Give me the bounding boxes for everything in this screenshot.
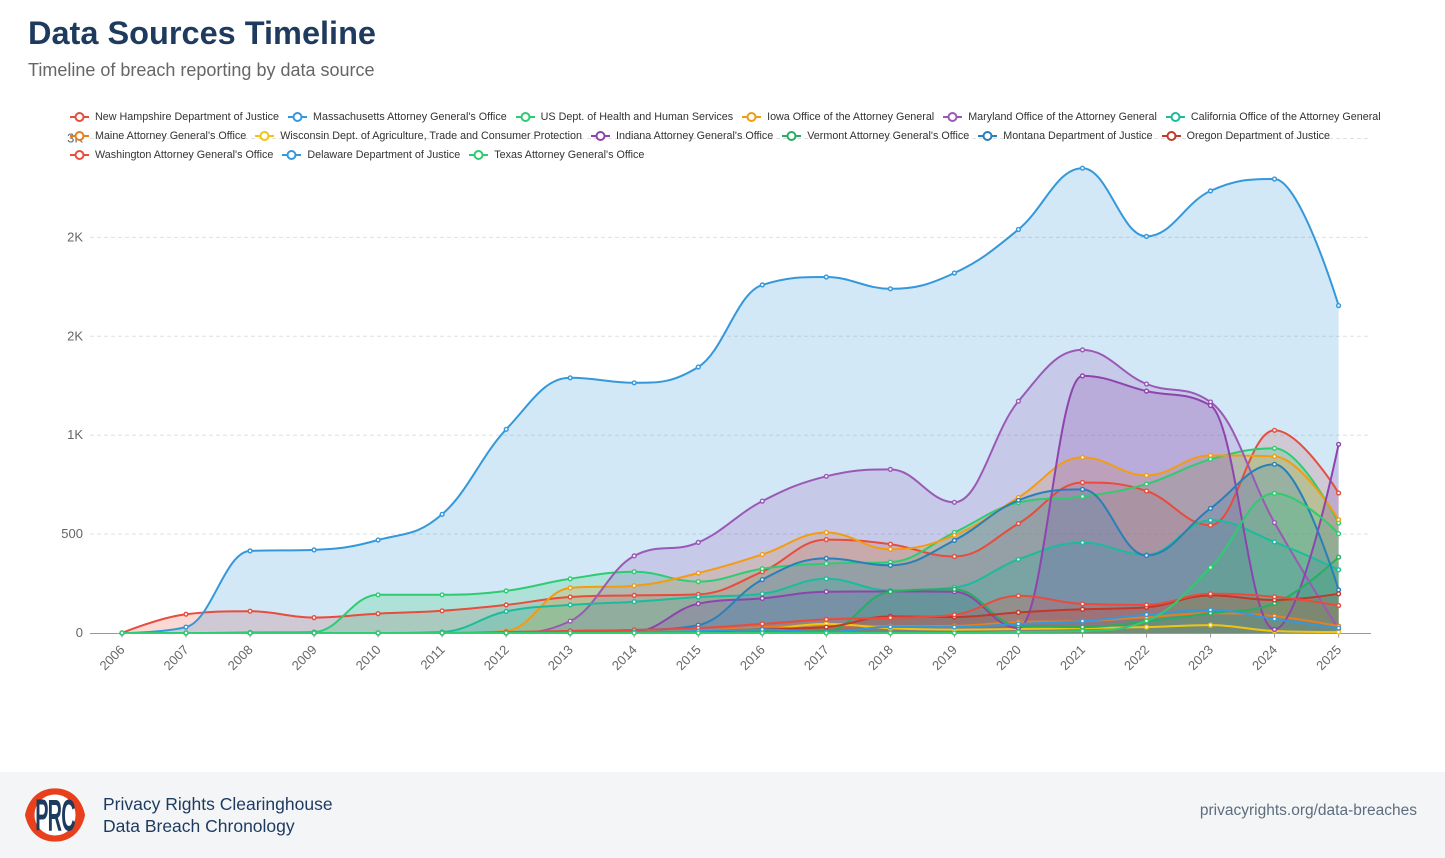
svg-text:2022: 2022 [1121,642,1152,673]
svg-text:0: 0 [76,625,83,640]
svg-text:1K: 1K [67,427,83,442]
svg-text:2007: 2007 [161,642,192,673]
svg-text:2014: 2014 [609,642,640,673]
svg-text:PRC: PRC [35,792,75,841]
svg-text:2011: 2011 [417,642,447,672]
svg-text:2019: 2019 [929,642,960,673]
svg-text:2020: 2020 [993,642,1024,673]
svg-text:2016: 2016 [737,642,768,673]
svg-text:2010: 2010 [353,642,384,673]
svg-text:500: 500 [61,526,83,541]
svg-text:2018: 2018 [865,642,896,673]
svg-text:2023: 2023 [1185,642,1216,673]
svg-text:2006: 2006 [97,642,128,673]
svg-text:2013: 2013 [545,642,576,673]
svg-text:2017: 2017 [801,642,832,673]
svg-text:2K: 2K [67,328,83,343]
svg-text:2012: 2012 [481,642,512,673]
svg-text:2025: 2025 [1313,642,1344,673]
svg-text:2008: 2008 [225,642,256,673]
svg-text:2009: 2009 [289,642,320,673]
svg-text:2015: 2015 [673,642,704,673]
svg-text:2K: 2K [67,229,83,244]
svg-text:2024: 2024 [1249,642,1280,673]
svg-text:2021: 2021 [1057,642,1088,673]
